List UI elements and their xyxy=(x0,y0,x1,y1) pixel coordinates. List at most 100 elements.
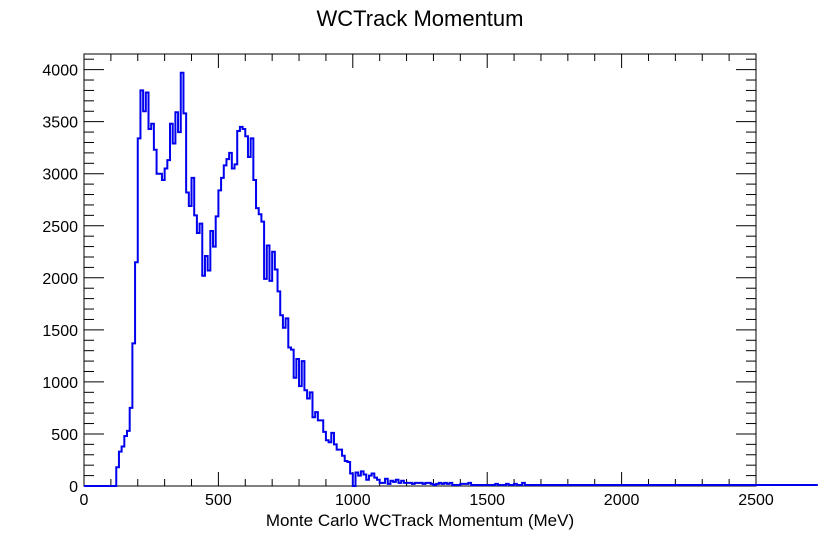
histogram-bin xyxy=(154,150,157,486)
histogram-bin xyxy=(657,485,660,486)
histogram-bin xyxy=(694,485,697,486)
histogram-bin xyxy=(157,174,160,486)
histogram-bin xyxy=(127,431,130,486)
histogram-bin xyxy=(122,446,125,486)
histogram-bin xyxy=(275,269,278,486)
histogram-bin xyxy=(259,214,262,486)
histogram-bin xyxy=(702,485,705,486)
histogram-bin xyxy=(775,485,778,486)
histogram-bin xyxy=(471,485,474,486)
histogram-bin xyxy=(407,483,410,486)
histogram-bin xyxy=(444,483,447,486)
histogram-bin xyxy=(538,485,541,486)
histogram-bin xyxy=(812,485,815,486)
histogram-bin xyxy=(807,485,810,486)
histogram-bin xyxy=(296,359,299,486)
histogram-bin xyxy=(681,485,684,486)
histogram-bin xyxy=(761,485,764,486)
histogram-bin xyxy=(689,485,692,486)
histogram-bin xyxy=(135,262,138,486)
histogram-bin xyxy=(216,216,219,486)
histogram-bin xyxy=(138,138,141,486)
histogram-bin xyxy=(554,485,557,486)
histogram-bin xyxy=(700,485,703,486)
histogram-bin xyxy=(815,485,818,486)
histogram-bin xyxy=(718,485,721,486)
histogram-bin xyxy=(323,432,326,486)
y-tick-label: 1500 xyxy=(42,323,78,340)
histogram-bin xyxy=(175,112,178,486)
histogram-bin xyxy=(721,485,724,486)
histogram-bin xyxy=(361,471,364,486)
histogram-bin xyxy=(458,485,461,486)
histogram-bin xyxy=(576,485,579,486)
histogram-bin xyxy=(237,131,240,486)
histogram-bin xyxy=(463,484,466,486)
histogram-bin xyxy=(423,484,426,486)
histogram-bin xyxy=(224,165,227,486)
x-axis-title: Monte Carlo WCTrack Momentum (MeV) xyxy=(266,511,574,530)
histogram-bin xyxy=(791,485,794,486)
histogram-bin xyxy=(431,484,434,486)
histogram-bin xyxy=(409,483,412,486)
histogram-bin xyxy=(772,485,775,486)
histogram-bin xyxy=(366,480,369,486)
histogram-bin xyxy=(783,485,786,486)
histogram-bin xyxy=(743,485,746,486)
histogram-bin xyxy=(439,483,442,486)
histogram-bin xyxy=(436,484,439,486)
histogram-bin xyxy=(267,246,270,486)
histogram-bin xyxy=(611,485,614,486)
histogram-bin xyxy=(544,485,547,486)
histogram-bin xyxy=(506,484,509,486)
histogram-bin xyxy=(670,485,673,486)
histogram-bin xyxy=(568,485,571,486)
histogram-bin xyxy=(756,485,759,486)
histogram-bin xyxy=(229,153,232,486)
histogram-bin xyxy=(334,444,337,486)
histogram-bin xyxy=(546,485,549,486)
histogram-bin xyxy=(482,485,485,486)
histogram-bin xyxy=(562,485,565,486)
histogram-bin xyxy=(280,315,283,486)
histogram-bin xyxy=(560,485,563,486)
histogram-bin xyxy=(132,343,135,486)
histogram-bin xyxy=(210,231,213,486)
histogram-bin xyxy=(208,271,211,486)
histogram-bin xyxy=(493,485,496,486)
histogram-bin xyxy=(517,485,520,486)
histogram-bin xyxy=(466,484,469,486)
histogram-bin xyxy=(616,485,619,486)
histogram-bin xyxy=(630,485,633,486)
y-axis: 0 500 1000 1500 2000 2500 3000 3500 4000 xyxy=(42,58,756,496)
histogram-bin xyxy=(788,485,791,486)
histogram-bin xyxy=(425,483,428,486)
histogram-bin xyxy=(339,450,342,486)
histogram-bin xyxy=(151,124,154,486)
histogram-bin xyxy=(683,485,686,486)
histogram-bin xyxy=(140,90,143,486)
histogram-bin xyxy=(331,433,334,486)
histogram-bin xyxy=(194,215,197,486)
histogram-bin xyxy=(729,485,732,486)
histogram-bin xyxy=(294,378,297,486)
histogram-bin xyxy=(748,485,751,486)
histogram-bin xyxy=(442,484,445,486)
histogram-bin xyxy=(256,208,259,486)
histogram-bin xyxy=(794,485,797,486)
histogram-bin xyxy=(799,485,802,486)
histogram-bin xyxy=(705,485,708,486)
histogram-bin xyxy=(595,485,598,486)
histogram-bin xyxy=(455,485,458,486)
histogram-bin xyxy=(415,483,418,486)
histogram-bin xyxy=(501,485,504,486)
histogram-bin xyxy=(124,436,127,486)
histogram-bin xyxy=(355,472,358,486)
histogram-bin xyxy=(732,485,735,486)
histogram-bin xyxy=(420,483,423,486)
histogram-bin xyxy=(600,485,603,486)
histogram-bin xyxy=(713,485,716,486)
histogram-bin xyxy=(116,467,119,486)
y-tick-label: 3000 xyxy=(42,167,78,184)
histogram-bin xyxy=(659,485,662,486)
